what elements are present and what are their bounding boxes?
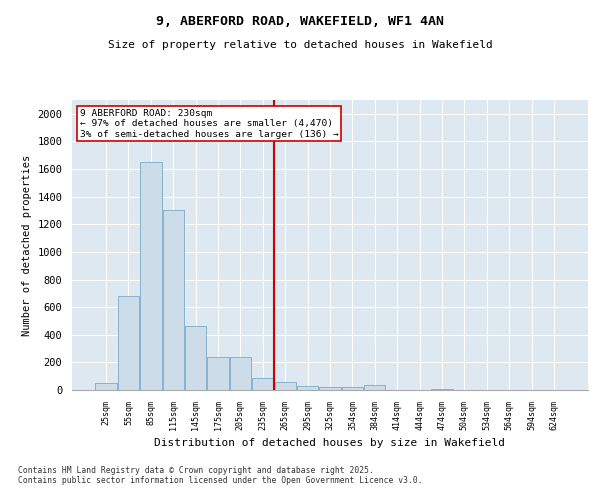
- Bar: [118, 296, 139, 390]
- Bar: [95, 383, 117, 390]
- Bar: [163, 210, 184, 390]
- Bar: [230, 357, 251, 390]
- Text: Contains HM Land Registry data © Crown copyright and database right 2025.
Contai: Contains HM Land Registry data © Crown c…: [18, 466, 422, 485]
- Bar: [185, 326, 206, 390]
- Bar: [208, 357, 229, 390]
- Bar: [319, 386, 341, 390]
- Bar: [297, 386, 318, 390]
- Bar: [252, 378, 274, 390]
- Bar: [275, 382, 296, 390]
- Text: 9 ABERFORD ROAD: 230sqm
← 97% of detached houses are smaller (4,470)
3% of semi-: 9 ABERFORD ROAD: 230sqm ← 97% of detache…: [80, 108, 338, 138]
- X-axis label: Distribution of detached houses by size in Wakefield: Distribution of detached houses by size …: [155, 438, 505, 448]
- Text: 9, ABERFORD ROAD, WAKEFIELD, WF1 4AN: 9, ABERFORD ROAD, WAKEFIELD, WF1 4AN: [156, 15, 444, 28]
- Bar: [364, 385, 385, 390]
- Y-axis label: Number of detached properties: Number of detached properties: [22, 154, 32, 336]
- Bar: [140, 162, 161, 390]
- Text: Size of property relative to detached houses in Wakefield: Size of property relative to detached ho…: [107, 40, 493, 50]
- Bar: [342, 387, 363, 390]
